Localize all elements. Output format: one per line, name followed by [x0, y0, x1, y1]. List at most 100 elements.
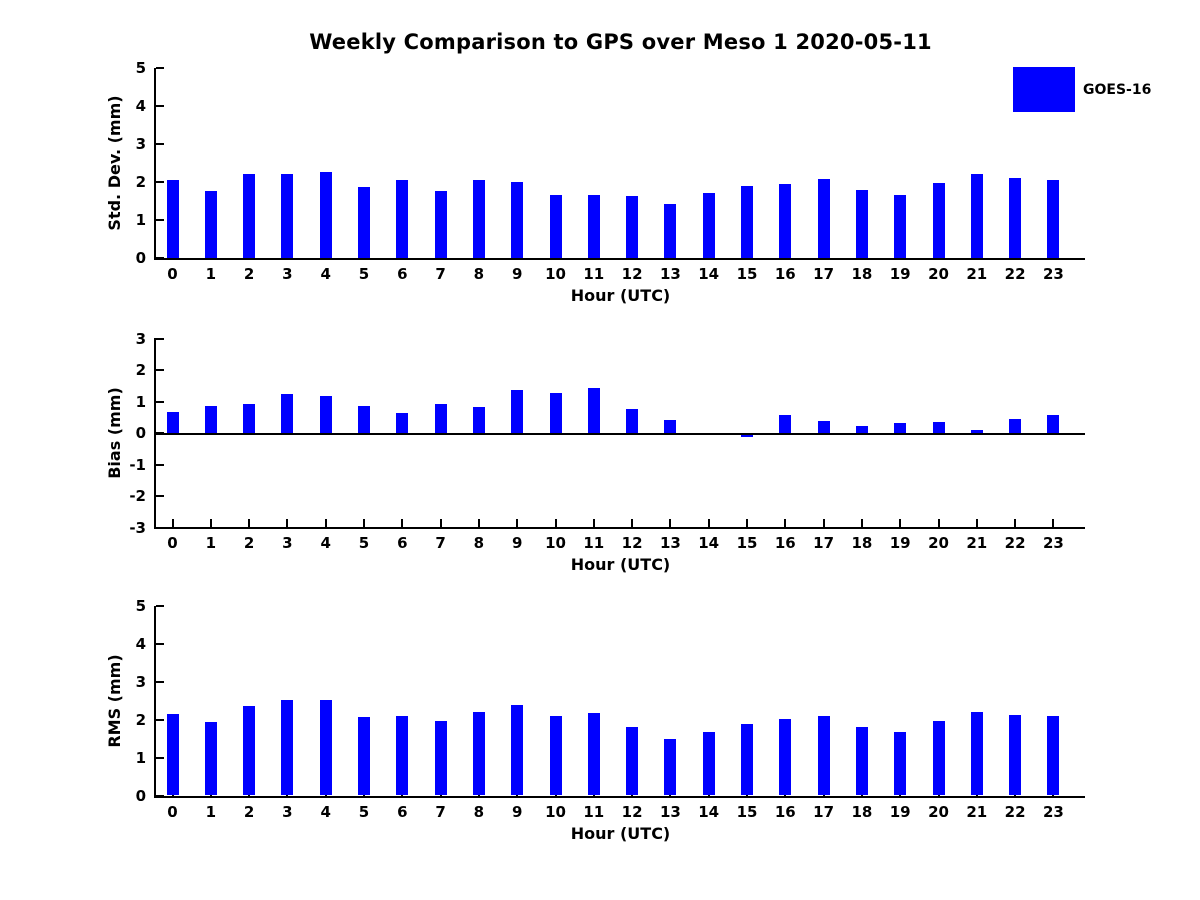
y-tick	[156, 526, 164, 529]
zero-line	[156, 433, 1085, 435]
x-tick-label: 16	[774, 534, 796, 552]
bar-hour-10	[549, 194, 562, 258]
y-tick	[156, 718, 164, 721]
x-tick	[899, 519, 902, 527]
bar-hour-16	[779, 414, 792, 433]
x-tick-label: 23	[1042, 534, 1064, 552]
x-tick-label: 12	[621, 534, 643, 552]
bar-hour-19	[894, 422, 907, 433]
x-tick-label: 17	[813, 802, 835, 821]
bar-hour-9	[511, 182, 524, 258]
y-tick	[156, 143, 164, 145]
x-tick-label: 10	[545, 534, 566, 552]
x-axis-title: Hour (UTC)	[570, 555, 671, 574]
bar-hour-11	[587, 195, 600, 258]
x-tick	[324, 519, 327, 527]
x-tick-label: 7	[435, 534, 446, 552]
y-tick-label: 3	[135, 672, 146, 691]
bar-hour-2	[243, 705, 256, 796]
x-tick-label: 7	[435, 802, 446, 821]
x-tick-label: 0	[167, 802, 178, 821]
bar-hour-2	[243, 173, 256, 258]
bar-hour-18	[855, 726, 868, 796]
y-axis-spine	[154, 68, 156, 260]
x-tick-label: 20	[928, 534, 949, 552]
y-tick-label: 2	[135, 173, 146, 191]
bar-hour-9	[511, 390, 524, 433]
bar-hour-6	[396, 180, 409, 258]
bar-hour-5	[358, 187, 370, 258]
y-tick	[156, 432, 164, 434]
x-tick	[554, 519, 557, 527]
bar-hour-15	[741, 185, 753, 258]
x-tick-label: 15	[736, 802, 758, 821]
x-tick	[516, 519, 519, 527]
bar-hour-16	[779, 719, 792, 796]
x-tick-label: 4	[320, 802, 331, 821]
x-tick-label: 17	[813, 534, 835, 552]
x-tick-label: 12	[621, 265, 643, 283]
y-tick	[156, 400, 164, 403]
x-tick-label: 23	[1042, 802, 1064, 821]
x-tick-label: 22	[1004, 534, 1026, 552]
x-tick	[631, 519, 634, 527]
y-axis-spine	[154, 338, 156, 529]
x-axis-title: Hour (UTC)	[570, 286, 671, 305]
bar-hour-7	[434, 403, 447, 433]
bar-hour-21	[970, 430, 983, 433]
y-axis-title: RMS (mm)	[105, 654, 124, 748]
x-tick-label: 4	[320, 534, 331, 552]
bar-hour-21	[970, 712, 983, 796]
x-tick-label: 1	[205, 534, 217, 552]
x-tick	[171, 519, 174, 527]
y-tick	[156, 181, 164, 183]
bar-hour-20	[932, 720, 945, 796]
x-tick-label: 19	[889, 265, 911, 283]
x-tick-label: 15	[736, 265, 758, 283]
x-tick-label: 14	[698, 534, 720, 552]
x-tick-label: 6	[397, 265, 408, 283]
bar-hour-18	[855, 189, 868, 258]
x-axis-title: Hour (UTC)	[570, 823, 671, 843]
x-tick-label: 20	[928, 802, 949, 821]
x-tick-label: 13	[659, 534, 681, 552]
bar-hour-17	[817, 179, 830, 258]
bar-hour-23	[1047, 414, 1060, 433]
bar-hour-1	[204, 190, 217, 258]
x-tick-label: 8	[473, 265, 485, 283]
x-tick-label: 23	[1042, 265, 1064, 283]
bar-hour-3	[281, 700, 294, 796]
x-tick-label: 12	[621, 802, 643, 821]
x-tick-label: 15	[736, 534, 758, 552]
bar-hour-12	[626, 409, 639, 433]
bar-hour-5	[358, 405, 370, 433]
bar-hour-4	[319, 700, 332, 796]
y-tick-label: 5	[135, 59, 146, 77]
x-tick	[669, 519, 672, 527]
x-tick-label: 18	[851, 534, 873, 552]
bar-hour-10	[549, 392, 562, 433]
y-tick-label: 2	[135, 710, 146, 729]
bar-hour-22	[1009, 418, 1022, 433]
bar-hour-20	[932, 422, 945, 433]
x-tick-label: 0	[167, 534, 178, 552]
x-tick	[822, 519, 825, 527]
y-tick-label: 2	[135, 361, 146, 379]
bar-hour-12	[626, 727, 639, 796]
bar-hour-3	[281, 394, 294, 433]
x-tick-label: 5	[358, 802, 370, 821]
x-tick	[784, 519, 787, 527]
bar-hour-13	[664, 419, 677, 433]
x-tick-label: 1	[205, 802, 217, 821]
x-tick	[439, 519, 442, 527]
bar-hour-14	[702, 731, 715, 796]
x-tick-label: 13	[659, 265, 681, 283]
x-tick-label: 19	[889, 802, 911, 821]
x-axis-spine	[154, 258, 1085, 260]
x-tick-label: 3	[282, 534, 293, 552]
y-tick-label: 0	[135, 786, 146, 805]
figure-title: Weekly Comparison to GPS over Meso 1 202…	[309, 30, 932, 54]
x-tick-label: 20	[928, 265, 949, 283]
x-tick-label: 5	[358, 265, 370, 283]
